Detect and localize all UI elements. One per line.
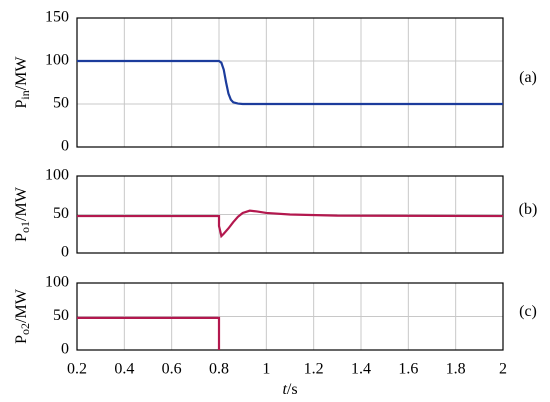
y-axis-label: Po2/MW <box>13 288 32 344</box>
panel-label: (b) <box>519 201 538 218</box>
plot-frame <box>76 17 504 148</box>
y-tick-label: 50 <box>53 95 69 112</box>
y-label-symbol: P <box>13 335 30 344</box>
y-axis-label: Po1/MW <box>13 186 32 242</box>
y-label-unit: /MW <box>13 288 30 323</box>
y-tick-label: 100 <box>45 274 69 291</box>
panel-label: (c) <box>519 303 537 320</box>
panel-label: (a) <box>519 69 537 86</box>
y-tick-label: 0 <box>61 341 69 358</box>
x-label-variable: t <box>282 381 287 398</box>
x-tick-label: 0.6 <box>162 361 182 378</box>
y-tick-label: 0 <box>61 244 69 261</box>
line <box>77 209 504 239</box>
x-tick-label: 1.2 <box>304 361 324 378</box>
x-axis-label: t/s <box>282 381 297 398</box>
y-tick-label: 0 <box>61 138 69 155</box>
x-tick-label: 1.6 <box>398 361 418 378</box>
y-tick-label: 50 <box>53 307 69 324</box>
y-tick-label: 100 <box>45 167 69 184</box>
x-tick-label: 1 <box>262 361 270 378</box>
x-tick-label: 0.2 <box>67 361 87 378</box>
y-tick-label: 150 <box>45 9 69 26</box>
y-label-symbol: P <box>13 100 30 109</box>
line <box>77 59 503 106</box>
y-label-subscript: in <box>18 90 32 99</box>
y-tick-label: 50 <box>53 205 69 222</box>
x-tick-label: 1.8 <box>446 361 466 378</box>
y-label-symbol: P <box>13 233 30 242</box>
plot-frame <box>76 282 504 351</box>
y-label-subscript: o2 <box>18 323 32 335</box>
x-tick-label: 2 <box>499 361 507 378</box>
y-tick-label: 100 <box>45 52 69 69</box>
y-axis-label: Pin/MW <box>13 56 32 109</box>
y-label-subscript: o1 <box>18 221 32 233</box>
x-tick-label: 0.8 <box>209 361 229 378</box>
x-tick-label: 1.4 <box>351 361 371 378</box>
line <box>77 316 221 350</box>
plot-frame <box>76 175 504 254</box>
x-label-unit: /s <box>287 381 298 398</box>
y-label-unit: /MW <box>13 56 30 91</box>
y-label-unit: /MW <box>13 186 30 221</box>
x-tick-label: 0.4 <box>114 361 134 378</box>
